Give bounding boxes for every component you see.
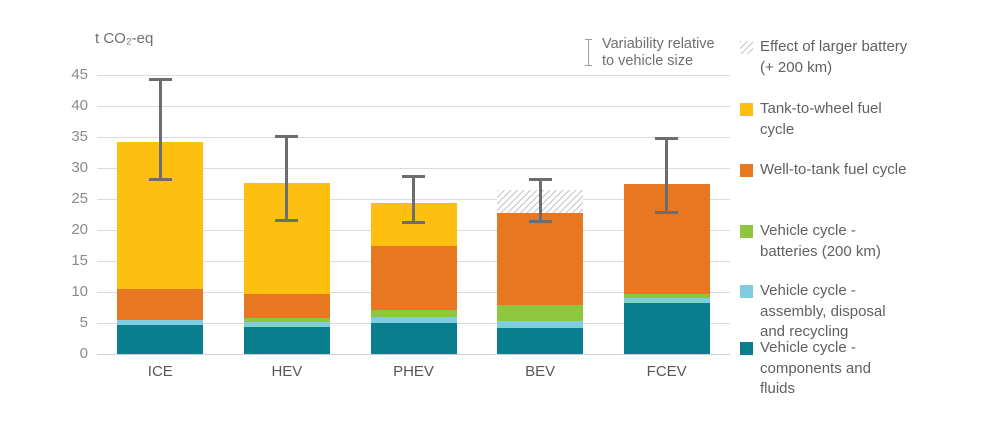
error-bar-cap-top-ice — [148, 78, 172, 82]
legend-item-vehicle-cycle-batteries-200-km: Vehicle cycle - batteries (200 km) — [740, 221, 970, 262]
y-tick-label-20: 20 — [71, 221, 88, 238]
bar-segment-hev-vehicle-cycle-batteries-200-km — [243, 318, 330, 322]
error-bar-cap-top-phev — [402, 175, 425, 179]
gridline-0 — [97, 354, 730, 355]
gridline-40 — [97, 106, 730, 107]
bar-segment-ice-well-to-tank-fuel-cycle — [117, 288, 204, 320]
variability-annotation: Variability relative to vehicle size — [584, 36, 715, 70]
bar-segment-fcev-vehicle-cycle-batteries-200-km — [623, 294, 710, 299]
legend-label-vehicle-cycle-assembly-disposal-and-recycling: Vehicle cycle - assembly, disposal and r… — [760, 282, 886, 340]
y-tick-label-15: 15 — [71, 252, 88, 269]
category-label-fcev: FCEV — [646, 363, 687, 380]
bar-segment-phev-vehicle-cycle-components-and-fluids — [370, 323, 457, 354]
category-label-ice: ICE — [147, 363, 173, 380]
annotation-line-2: to vehicle size — [602, 53, 694, 69]
legend-swatch-tank-to-wheel-fuel-cycle — [740, 103, 753, 116]
y-tick-label-25: 25 — [71, 190, 88, 207]
annotation-line-1: Variability relative — [602, 36, 715, 52]
error-bar-cap-bottom-ice — [148, 178, 172, 182]
legend-swatch-vehicle-cycle-components-and-fluids — [740, 342, 753, 355]
error-bar-hev — [285, 135, 289, 222]
y-tick-label-10: 10 — [71, 283, 88, 300]
bar-segment-bev-vehicle-cycle-batteries-200-km — [497, 305, 584, 322]
bar-segment-hev-well-to-tank-fuel-cycle — [243, 293, 330, 319]
bar-segment-phev-vehicle-cycle-batteries-200-km — [370, 309, 457, 317]
y-tick-label-35: 35 — [71, 128, 88, 145]
y-tick-label-0: 0 — [79, 345, 88, 362]
category-label-phev: PHEV — [393, 363, 434, 380]
error-bar-ice — [158, 79, 162, 181]
legend-item-tank-to-wheel-fuel-cycle: Tank-to-wheel fuel cycle — [740, 99, 970, 140]
gridline-35 — [97, 137, 730, 138]
bar-segment-bev-well-to-tank-fuel-cycle — [497, 213, 584, 305]
bar-segment-bev-vehicle-cycle-components-and-fluids — [497, 327, 584, 354]
bar-segment-phev-vehicle-cycle-assembly-disposal-and-recycling — [370, 316, 457, 323]
bar-segment-hev-vehicle-cycle-components-and-fluids — [243, 326, 330, 354]
error-bar-cap-top-bev — [528, 178, 552, 182]
bar-segment-phev-well-to-tank-fuel-cycle — [370, 246, 457, 310]
legend-swatch-effect-of-larger-battery-200-km — [740, 41, 753, 54]
gridline-30 — [97, 168, 730, 169]
y-tick-label-40: 40 — [71, 97, 88, 114]
legend-label-vehicle-cycle-components-and-fluids: Vehicle cycle - components and fluids — [760, 339, 871, 397]
bar-segment-ice-vehicle-cycle-assembly-disposal-and-recycling — [117, 319, 204, 326]
error-bar-phev — [412, 176, 415, 224]
error-bar-cap-bottom-hev — [275, 219, 299, 223]
bar-segment-bev-vehicle-cycle-assembly-disposal-and-recycling — [497, 321, 584, 328]
error-bar-bev — [538, 179, 542, 222]
legend-label-well-to-tank-fuel-cycle: Well-to-tank fuel cycle — [760, 161, 907, 178]
bar-segment-ice-vehicle-cycle-components-and-fluids — [117, 325, 204, 354]
error-bar-icon — [584, 39, 593, 66]
legend-swatch-well-to-tank-fuel-cycle — [740, 164, 753, 177]
y-axis-unit-label: t CO₂-eq — [95, 30, 154, 47]
annotation-text: Variability relative to vehicle size — [602, 36, 715, 70]
gridline-45 — [97, 75, 730, 76]
category-label-hev: HEV — [271, 363, 303, 380]
bar-segment-fcev-vehicle-cycle-assembly-disposal-and-recycling — [623, 298, 710, 304]
y-tick-label-30: 30 — [71, 159, 88, 176]
bar-segment-fcev-vehicle-cycle-components-and-fluids — [623, 303, 710, 354]
legend-swatch-vehicle-cycle-batteries-200-km — [740, 225, 753, 238]
y-tick-label-45: 45 — [71, 66, 88, 83]
error-bar-fcev — [665, 137, 669, 213]
y-tick-label-5: 5 — [79, 314, 88, 331]
legend-item-well-to-tank-fuel-cycle: Well-to-tank fuel cycle — [740, 160, 970, 181]
legend-item-vehicle-cycle-components-and-fluids: Vehicle cycle - components and fluids — [740, 338, 970, 400]
legend-item-effect-of-larger-battery-200-km: Effect of larger battery (+ 200 km) — [740, 37, 970, 78]
category-label-bev: BEV — [525, 363, 556, 380]
error-bar-cap-bottom-bev — [528, 219, 552, 223]
legend-label-vehicle-cycle-batteries-200-km: Vehicle cycle - batteries (200 km) — [760, 222, 881, 260]
legend-label-tank-to-wheel-fuel-cycle: Tank-to-wheel fuel cycle — [760, 100, 882, 138]
bar-segment-hev-vehicle-cycle-assembly-disposal-and-recycling — [243, 321, 330, 327]
error-bar-cap-bottom-fcev — [655, 210, 679, 214]
legend-swatch-vehicle-cycle-assembly-disposal-and-recycling — [740, 285, 753, 298]
error-bar-cap-top-fcev — [655, 136, 679, 140]
error-bar-cap-bottom-phev — [402, 221, 425, 225]
error-bar-cap-top-hev — [275, 134, 299, 138]
legend-item-vehicle-cycle-assembly-disposal-and-recycling: Vehicle cycle - assembly, disposal and r… — [740, 281, 970, 343]
legend-label-effect-of-larger-battery-200-km: Effect of larger battery (+ 200 km) — [760, 38, 908, 76]
